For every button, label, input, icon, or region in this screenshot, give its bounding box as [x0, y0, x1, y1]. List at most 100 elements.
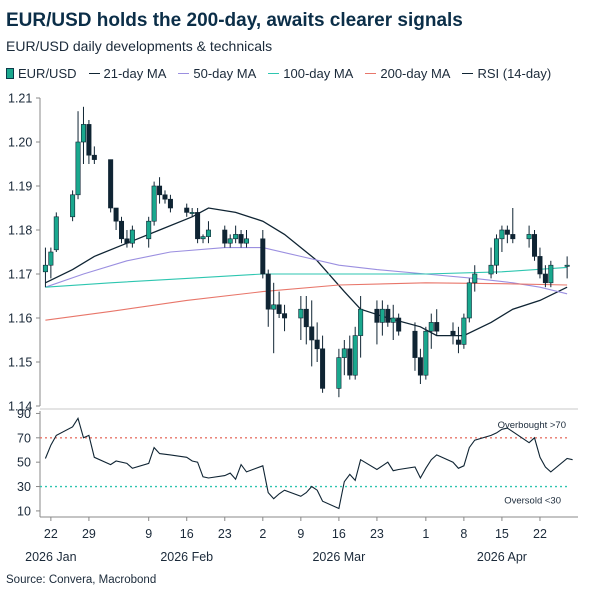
x-tick-label: 29	[82, 527, 96, 541]
candle-up	[298, 308, 304, 319]
candle-up	[48, 251, 54, 266]
candle-up	[341, 348, 347, 358]
candle-down	[320, 348, 326, 389]
x-month-label: 2026 Apr	[477, 550, 527, 564]
candle-up	[352, 335, 358, 376]
candle-up	[526, 234, 532, 240]
price-y-tick-label: 1.19	[8, 180, 32, 194]
candle-down	[314, 339, 320, 350]
candle-down	[260, 238, 266, 275]
candle-down	[119, 220, 125, 240]
candle-down	[184, 207, 190, 213]
legend-label: 200-day MA	[380, 66, 451, 81]
candle-up	[200, 236, 206, 240]
candle-up	[271, 304, 277, 310]
price-y-tick-label: 1.17	[8, 268, 32, 282]
candle-swatch-icon	[6, 68, 14, 79]
candle-up	[390, 317, 396, 323]
candle-down	[434, 322, 440, 332]
candle-up	[564, 264, 570, 267]
x-tick-label: 9	[297, 527, 304, 541]
candle-up	[189, 212, 195, 214]
legend-label: 50-day MA	[193, 66, 257, 81]
x-tick-label: 9	[145, 527, 152, 541]
legend-label: 100-day MA	[283, 66, 354, 81]
legend-label: EUR/USD	[18, 66, 77, 81]
candle-up	[423, 330, 429, 376]
candle-up	[42, 264, 48, 273]
legend-item-eurusd: EUR/USD	[6, 66, 77, 81]
legend: EUR/USD 21-day MA 50-day MA 100-day MA 2…	[6, 66, 551, 81]
price-y-tick-label: 1.18	[8, 224, 32, 238]
candle-up	[80, 124, 86, 143]
candle-up	[336, 357, 342, 389]
candle-up	[53, 216, 59, 251]
candle-down	[510, 234, 516, 240]
x-month-label: 2026 Mar	[312, 550, 365, 564]
legend-item-21-day-ma: 21-day MA	[88, 66, 167, 81]
overbought-label: Overbought >70	[498, 420, 566, 431]
candle-up	[548, 264, 554, 284]
candle-down	[195, 212, 201, 240]
price-y-tick-label: 1.16	[8, 312, 32, 326]
candle-down	[303, 308, 309, 328]
legend-item-200-day-ma: 200-day MA	[365, 66, 450, 81]
rsi-y-tick-label: 70	[17, 431, 31, 445]
candle-down	[385, 308, 391, 323]
series-line-50-day-ma	[45, 247, 568, 295]
x-tick-label: 16	[180, 527, 194, 541]
candle-down	[108, 159, 114, 209]
x-tick-label: 22	[44, 527, 58, 541]
candle-down	[91, 154, 97, 160]
legend-item-100-day-ma: 100-day MA	[268, 66, 353, 81]
candle-down	[309, 326, 315, 341]
legend-label: RSI (14-day)	[477, 66, 552, 81]
candle-up	[428, 322, 434, 332]
candle-up	[379, 308, 385, 323]
x-tick-label: 16	[332, 527, 346, 541]
candle-down	[412, 330, 418, 358]
x-tick-label: 8	[460, 527, 467, 541]
series-line-21-day-ma	[45, 207, 568, 337]
line-swatch-icon	[365, 73, 377, 74]
rsi-y-tick-label: 30	[17, 480, 31, 494]
rsi-y-tick-label: 50	[17, 456, 31, 470]
candle-down	[86, 124, 92, 156]
series-line-200-day-ma	[45, 282, 568, 321]
candle-up	[472, 273, 478, 284]
source-note: Source: Convera, Macrobond	[6, 574, 157, 586]
legend-item-rsi: RSI (14-day)	[462, 66, 551, 81]
candle-down	[167, 198, 173, 209]
candle-down	[537, 256, 543, 275]
x-tick-label: 22	[533, 527, 547, 541]
oversold-label: Oversold <30	[504, 496, 561, 507]
candle-down	[113, 207, 119, 222]
candle-down	[450, 330, 456, 336]
line-swatch-icon	[462, 73, 474, 74]
candle-down	[542, 273, 548, 284]
x-tick-label: 1	[422, 527, 429, 541]
candle-down	[282, 313, 288, 319]
x-tick-label: 2	[259, 527, 266, 541]
candle-up	[244, 238, 250, 244]
candle-up	[146, 220, 152, 240]
candle-down	[265, 273, 271, 310]
candle-up	[488, 264, 494, 275]
candle-up	[129, 229, 135, 244]
candle-down	[396, 317, 402, 332]
candle-down	[124, 238, 130, 244]
candle-down	[532, 234, 538, 257]
candle-up	[75, 141, 81, 196]
series-line-rsi	[44, 416, 573, 510]
x-tick-label: 23	[218, 527, 232, 541]
candle-up	[70, 194, 76, 218]
candle-up	[493, 238, 499, 266]
x-tick-label: 15	[495, 527, 509, 541]
candle-up	[151, 185, 157, 222]
candle-up	[499, 229, 505, 240]
x-month-label: 2026 Jan	[25, 550, 76, 564]
line-swatch-icon	[88, 73, 100, 74]
price-y-tick-label: 1.14	[8, 400, 32, 414]
legend-label: 21-day MA	[103, 66, 167, 81]
candle-down	[222, 229, 228, 244]
